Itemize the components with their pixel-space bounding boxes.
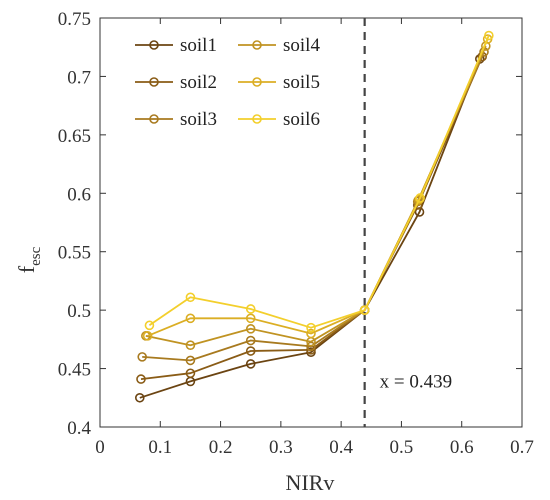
series-soil6-point — [245, 304, 256, 314]
legend-item-soil5: soil5 — [238, 72, 320, 93]
series-soil5-point — [142, 331, 153, 341]
series-soil3-point — [245, 335, 256, 346]
legend-label: soil3 — [180, 109, 217, 130]
legend-item-soil2: soil2 — [135, 72, 217, 93]
series-soil2-point — [136, 374, 146, 384]
y-tick-label: 0.65 — [58, 126, 91, 147]
x-tick-label: 0.6 — [450, 437, 474, 458]
legend-item-soil6: soil6 — [238, 109, 320, 130]
series-soil6-point — [359, 305, 370, 315]
series-soil6-line — [148, 35, 490, 329]
series-soil3-point — [185, 355, 196, 366]
series-soil2-line — [140, 56, 484, 380]
series-soil3-line — [142, 51, 485, 362]
y-tick-label: 0.45 — [58, 360, 91, 381]
x-tick-label: 0.5 — [390, 437, 414, 458]
y-tick-label: 0.6 — [67, 184, 91, 205]
legend-swatch-marker — [252, 40, 262, 50]
x-tick-label: 0.4 — [329, 437, 353, 458]
y-tick-label: 0.7 — [67, 67, 91, 88]
y-axis-label-main: f — [14, 265, 39, 273]
legend-item-soil4: soil4 — [238, 35, 320, 56]
threshold-annotation: x = 0.439 — [380, 371, 452, 392]
y-tick-label: 0.5 — [67, 301, 91, 322]
x-tick-label: 0.1 — [148, 437, 172, 458]
series-soil6-point — [144, 320, 155, 331]
x-tick-label: 0.2 — [209, 437, 233, 458]
x-tick-label: 0.7 — [510, 437, 534, 458]
series-soil1-line — [139, 58, 481, 399]
legend-swatch-marker — [149, 77, 159, 87]
x-tick-label: 0 — [95, 437, 105, 458]
legend-item-soil1: soil1 — [135, 35, 217, 56]
series-soil4-point — [185, 340, 196, 351]
series-soil6-point — [306, 322, 316, 333]
series-soil3-point — [137, 352, 147, 362]
series-soil5-point — [185, 313, 196, 324]
legend-label: soil6 — [283, 109, 320, 130]
y-tick-label: 0.75 — [58, 9, 91, 30]
y-tick-label: 0.4 — [67, 418, 91, 439]
series-soil2-point — [245, 346, 256, 356]
series-soil6-point — [484, 30, 494, 41]
series-soil1-point — [245, 359, 256, 369]
series-soil6-point — [415, 193, 425, 203]
y-tick-label: 0.55 — [58, 243, 91, 264]
legend-label: soil5 — [283, 72, 320, 93]
x-tick-label: 0.3 — [269, 437, 293, 458]
svg-text:fesc: fesc — [14, 246, 44, 273]
chart-marks: 0 0.1 0.2 0.3 0.4 0.5 0.6 0.7 0.4 0.45 0.5 0.55 0.6 0… — [58, 9, 534, 458]
series-soil6-point — [185, 292, 196, 303]
legend-swatch-marker — [252, 114, 262, 124]
legend-swatch-marker — [149, 114, 159, 124]
legend-swatch-marker — [252, 77, 262, 87]
series-soil1-point — [134, 392, 145, 403]
legend-item-soil3: soil3 — [135, 109, 217, 130]
series-soil2-point — [185, 368, 196, 379]
series-soil4-point — [413, 195, 424, 206]
legend-swatch-marker — [149, 40, 159, 50]
legend-label: soil2 — [180, 72, 217, 93]
x-axis-label: NIRv — [286, 470, 335, 495]
legend-label: soil1 — [180, 35, 217, 56]
plot-frame — [99, 17, 523, 428]
y-axis-label-subscript: esc — [28, 246, 44, 265]
series-soil5-point — [245, 313, 256, 324]
legend: soil1 soil2 soil3 soil4 soil5 soil6 — [135, 35, 320, 130]
y-axis-label: fesc — [14, 246, 44, 273]
series-soil4-point — [245, 324, 256, 334]
legend-label: soil4 — [283, 35, 320, 56]
series-soil5-point — [306, 328, 316, 339]
